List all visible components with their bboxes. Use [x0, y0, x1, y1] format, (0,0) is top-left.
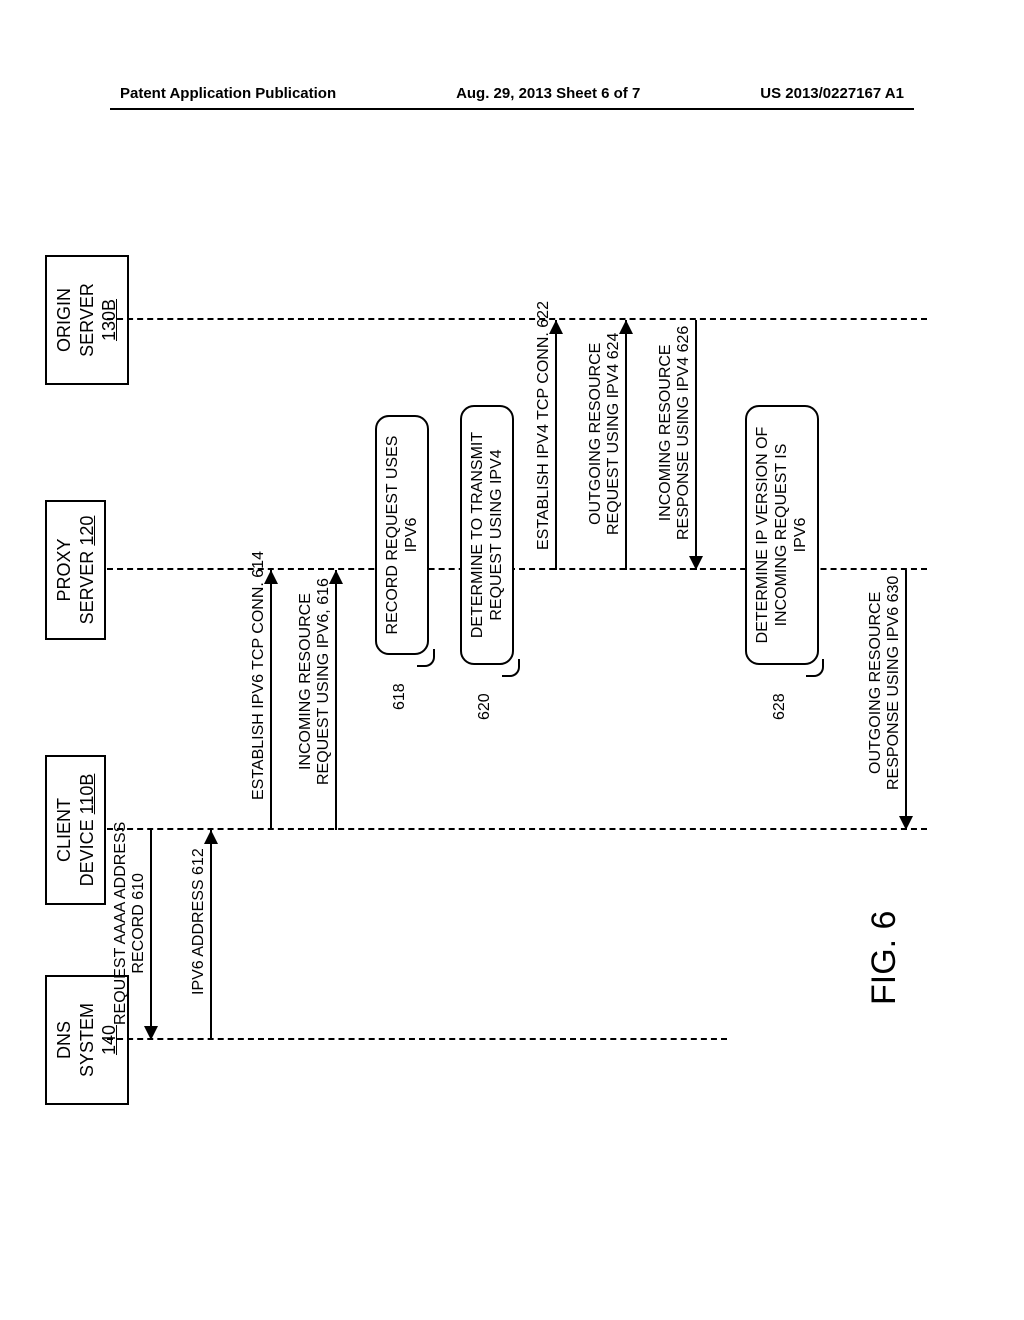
- arrow-right-icon: [204, 830, 218, 844]
- lifeline-box-client: CLIENTDEVICE 110B: [45, 755, 106, 905]
- lifeline-ref-origin: 130B: [99, 299, 119, 341]
- process-tail-icon: [806, 659, 824, 677]
- lifeline-origin: [107, 318, 927, 320]
- message-label: ESTABLISH IPV6 TCP CONN. 614: [250, 551, 268, 800]
- figure-label: FIG. 6: [865, 911, 904, 1005]
- lifeline-ref-dns: 140: [99, 1025, 119, 1055]
- message-label: ESTABLISH IPV4 TCP CONN. 622: [535, 301, 553, 550]
- lifeline-ref-proxy: 120: [77, 516, 97, 546]
- lifeline-box-proxy: PROXYSERVER 120: [45, 500, 106, 640]
- message-label: OUTGOING RESOURCERESPONSE USING IPV6 630: [867, 576, 904, 790]
- arrow-left-icon: [144, 1026, 158, 1040]
- arrow-left-icon: [689, 556, 703, 570]
- message-arrow: [625, 320, 627, 570]
- message-arrow: [555, 320, 557, 570]
- process-box: DETERMINE IP VERSION OFINCOMING REQUEST …: [745, 405, 819, 665]
- message-label: INCOMING RESOURCEREQUEST USING IPV6, 616: [297, 578, 334, 785]
- message-label: INCOMING RESOURCERESPONSE USING IPV4 626: [657, 326, 694, 540]
- lifeline-ref-client: 110B: [77, 774, 97, 815]
- message-arrow: [150, 830, 152, 1040]
- message-arrow: [695, 320, 697, 570]
- lifeline-title-proxy: PROXYSERVER: [54, 538, 97, 624]
- header-left: Patent Application Publication: [120, 85, 336, 102]
- process-tail-icon: [502, 659, 520, 677]
- arrow-left-icon: [899, 816, 913, 830]
- process-box: DETERMINE TO TRANSMITREQUEST USING IPV4: [460, 405, 514, 665]
- message-arrow: [905, 570, 907, 830]
- header-center: Aug. 29, 2013 Sheet 6 of 7: [456, 85, 640, 102]
- message-label: OUTGOING RESOURCEREQUEST USING IPV4 624: [587, 333, 624, 535]
- message-label: REQUEST AAAA ADDRESSRECORD 610: [112, 822, 149, 1025]
- lifeline-client: [107, 828, 927, 830]
- lifeline-title-origin: ORIGINSERVER: [54, 283, 97, 357]
- patent-page-header: Patent Application Publication Aug. 29, …: [0, 85, 1024, 102]
- sequence-diagram: DNSSYSTEM 140 CLIENTDEVICE 110B PROXYSER…: [45, 285, 995, 1085]
- process-tail-icon: [417, 649, 435, 667]
- message-arrow: [270, 570, 272, 830]
- process-ref: 618: [391, 683, 409, 710]
- message-arrow: [335, 570, 337, 830]
- header-rule: [110, 108, 914, 110]
- process-box: RECORD REQUEST USESIPV6: [375, 415, 429, 655]
- lifeline-box-origin: ORIGINSERVER 130B: [45, 255, 129, 385]
- process-ref: 628: [771, 693, 789, 720]
- lifeline-dns: [107, 1038, 727, 1040]
- message-label: IPV6 ADDRESS 612: [190, 848, 208, 995]
- lifeline-title-dns: DNSSYSTEM: [54, 1003, 97, 1077]
- message-arrow: [210, 830, 212, 1040]
- header-right: US 2013/0227167 A1: [760, 85, 904, 102]
- process-ref: 620: [476, 693, 494, 720]
